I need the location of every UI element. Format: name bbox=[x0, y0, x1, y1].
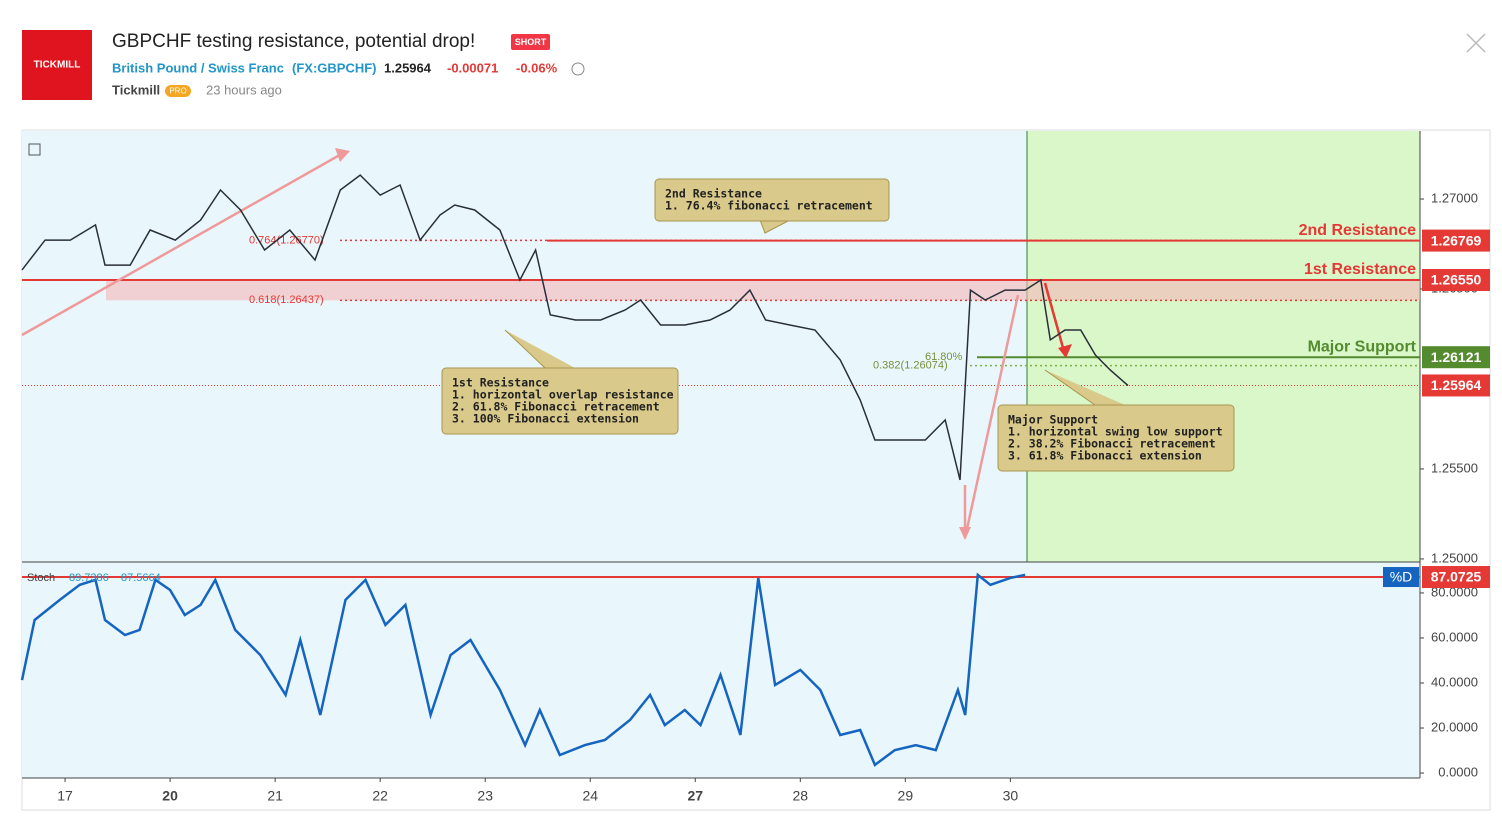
callout-text: 3. 100% Fibonacci extension bbox=[452, 412, 639, 426]
level-tag: %D bbox=[1390, 569, 1413, 585]
logo-text: TICKMILL bbox=[34, 60, 81, 71]
callout-text: 2. 61.8% Fibonacci retracement bbox=[452, 400, 660, 414]
close-button[interactable] bbox=[1466, 33, 1486, 53]
y-tick-label: 40.0000 bbox=[1431, 674, 1478, 689]
callout-text: 1. horizontal overlap resistance bbox=[452, 388, 674, 402]
x-tick-label: 21 bbox=[267, 788, 283, 804]
level-price: 1.26769 bbox=[1431, 232, 1482, 248]
change-pct: -0.06% bbox=[516, 60, 558, 75]
callout-text: 1st Resistance bbox=[452, 376, 549, 390]
level-price: 1.26550 bbox=[1431, 272, 1482, 288]
stoch-line bbox=[20, 572, 1026, 767]
callout-text: 1. 76.4% fibonacci retracement bbox=[665, 199, 873, 213]
exchange[interactable]: (FX:GBPCHF) bbox=[292, 60, 377, 75]
callout-text: 2nd Resistance bbox=[665, 187, 762, 201]
callout bbox=[654, 178, 890, 222]
level-name: 2nd Resistance bbox=[1299, 222, 1416, 239]
x-tick-label: 29 bbox=[898, 788, 914, 804]
logo[interactable] bbox=[22, 30, 92, 100]
x-tick-label: 17 bbox=[57, 788, 73, 804]
arrow bbox=[1043, 282, 1067, 356]
x-tick-label: 24 bbox=[582, 788, 598, 804]
callout-text: 1. horizontal swing low support bbox=[1008, 425, 1223, 439]
fib-label: 0.382(1.26074) bbox=[873, 360, 948, 372]
y-tick-label: 60.0000 bbox=[1431, 629, 1478, 644]
level-price-box bbox=[1422, 269, 1490, 292]
callout bbox=[997, 404, 1235, 472]
callout-text: 3. 61.8% Fibonacci extension bbox=[1008, 449, 1202, 463]
level-price-box bbox=[1422, 229, 1490, 252]
arrow-head bbox=[335, 148, 350, 162]
indicator-value: 87.5664 bbox=[121, 572, 161, 584]
x-tick-label: 27 bbox=[687, 788, 703, 804]
level-price: 1.26121 bbox=[1431, 349, 1482, 365]
price: 1.25964 bbox=[384, 60, 432, 75]
callout-text: 2. 38.2% Fibonacci retracement bbox=[1008, 437, 1216, 451]
time: 23 hours ago bbox=[206, 82, 282, 97]
projection-zone bbox=[1027, 131, 1420, 562]
arrow bbox=[21, 150, 346, 337]
indicator-value: 89.7386 bbox=[69, 572, 109, 584]
fib-label: 61.80% bbox=[925, 351, 963, 363]
x-tick-label: 30 bbox=[1003, 788, 1019, 804]
price-line bbox=[21, 174, 1129, 481]
author[interactable]: Tickmill bbox=[112, 82, 160, 97]
callout-text: Major Support bbox=[1008, 413, 1098, 427]
level-price: 87.0725 bbox=[1431, 569, 1482, 585]
arrow-head bbox=[1058, 344, 1072, 358]
indicator-title: Stoch bbox=[27, 572, 55, 584]
callout bbox=[441, 367, 679, 435]
x-tick-label: 20 bbox=[162, 788, 178, 804]
callout-tail bbox=[759, 219, 791, 234]
author-badge bbox=[165, 85, 191, 97]
y-tick-label: 1.25000 bbox=[1431, 550, 1478, 565]
change: -0.00071 bbox=[447, 60, 498, 75]
last-price-label: 1.25964 bbox=[1431, 377, 1482, 393]
level-name: Major Support bbox=[1308, 338, 1417, 355]
y-tick-label: 1.25500 bbox=[1431, 460, 1478, 475]
y-tick-label: 0.0000 bbox=[1438, 764, 1478, 779]
y-tick-label: 20.0000 bbox=[1431, 719, 1478, 734]
level-name: 1st Resistance bbox=[1304, 261, 1416, 278]
alert-icon[interactable] bbox=[571, 62, 585, 76]
collapse-button[interactable] bbox=[28, 143, 41, 156]
badge-text: SHORT bbox=[515, 37, 547, 47]
author-badge-text: PRO bbox=[169, 87, 186, 96]
symbol[interactable]: British Pound / Swiss Franc bbox=[112, 60, 284, 75]
arrow-head bbox=[959, 527, 971, 540]
level-tag-box bbox=[1383, 567, 1419, 588]
badge bbox=[511, 34, 550, 50]
level-price-box bbox=[1422, 346, 1490, 369]
idea-title: GBPCHF testing resistance, potential dro… bbox=[112, 31, 475, 52]
x-tick-label: 28 bbox=[793, 788, 809, 804]
fib-label: 0.764(1.26770) bbox=[249, 234, 324, 246]
x-tick-label: 22 bbox=[372, 788, 388, 804]
x-tick-label: 23 bbox=[477, 788, 493, 804]
y-tick-label: 1.27000 bbox=[1431, 190, 1478, 205]
last-price-box bbox=[1422, 374, 1490, 397]
level-price-box bbox=[1422, 566, 1490, 589]
resistance-zone bbox=[106, 280, 1420, 301]
y-tick-label: 80.0000 bbox=[1431, 584, 1478, 599]
fib-label: 0.618(1.26437) bbox=[249, 294, 324, 306]
